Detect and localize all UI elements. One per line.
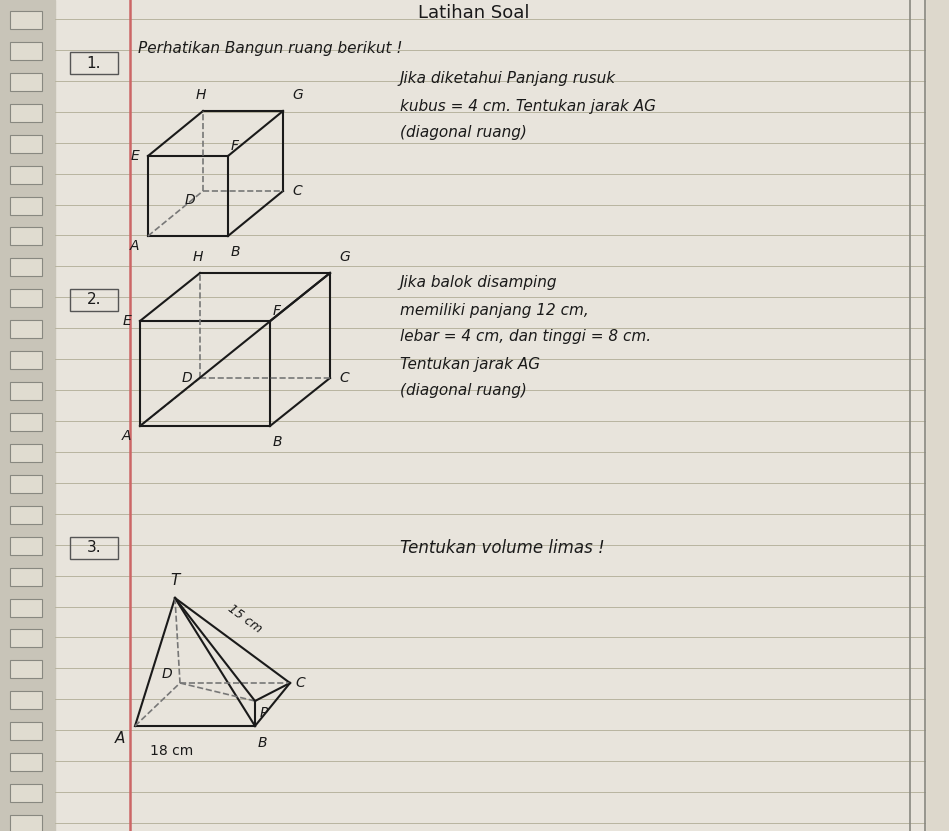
Text: Tentukan jarak AG: Tentukan jarak AG bbox=[400, 356, 540, 371]
Text: T: T bbox=[170, 573, 179, 588]
Text: Latihan Soal: Latihan Soal bbox=[419, 4, 530, 22]
Bar bbox=[10, 320, 42, 338]
Bar bbox=[10, 537, 42, 554]
Bar bbox=[70, 537, 118, 559]
Bar bbox=[10, 228, 42, 245]
Text: (diagonal ruang): (diagonal ruang) bbox=[400, 125, 527, 140]
Bar bbox=[10, 444, 42, 462]
Text: D: D bbox=[184, 193, 195, 207]
Text: C: C bbox=[292, 184, 302, 198]
Bar bbox=[10, 629, 42, 647]
Text: C: C bbox=[339, 371, 348, 385]
Bar bbox=[10, 11, 42, 29]
Text: F: F bbox=[273, 304, 281, 318]
Bar bbox=[70, 52, 118, 74]
Bar bbox=[10, 413, 42, 431]
Text: memiliki panjang 12 cm,: memiliki panjang 12 cm, bbox=[400, 302, 588, 317]
Text: P: P bbox=[260, 706, 269, 720]
Bar bbox=[10, 104, 42, 122]
Bar bbox=[10, 568, 42, 586]
Bar bbox=[10, 352, 42, 369]
Text: A: A bbox=[129, 239, 139, 253]
Text: A: A bbox=[121, 429, 131, 443]
Text: A: A bbox=[115, 731, 125, 746]
Text: (diagonal ruang): (diagonal ruang) bbox=[400, 383, 527, 399]
Text: D: D bbox=[181, 371, 192, 385]
Text: G: G bbox=[292, 88, 303, 102]
Text: 15 cm: 15 cm bbox=[225, 602, 264, 636]
Bar bbox=[10, 784, 42, 802]
Text: D: D bbox=[161, 667, 172, 681]
Text: F: F bbox=[231, 139, 239, 153]
Bar bbox=[10, 289, 42, 307]
Text: 3.: 3. bbox=[86, 540, 102, 555]
Text: C: C bbox=[295, 676, 305, 690]
Bar bbox=[10, 42, 42, 60]
Text: Perhatikan Bangun ruang berikut !: Perhatikan Bangun ruang berikut ! bbox=[138, 42, 402, 57]
Text: E: E bbox=[130, 149, 139, 163]
Text: 2.: 2. bbox=[86, 293, 102, 307]
Bar bbox=[10, 135, 42, 153]
Text: G: G bbox=[339, 250, 350, 264]
Bar bbox=[10, 753, 42, 771]
Text: 1.: 1. bbox=[86, 56, 102, 71]
Bar bbox=[10, 258, 42, 277]
Text: B: B bbox=[273, 435, 283, 449]
Bar bbox=[70, 289, 118, 311]
Bar bbox=[10, 598, 42, 617]
Text: H: H bbox=[195, 88, 206, 102]
Text: B: B bbox=[231, 245, 240, 259]
Bar bbox=[10, 382, 42, 400]
Bar bbox=[10, 197, 42, 214]
Text: Jika diketahui Panjang rusuk: Jika diketahui Panjang rusuk bbox=[400, 71, 616, 86]
Text: Tentukan volume limas !: Tentukan volume limas ! bbox=[400, 539, 605, 557]
Text: H: H bbox=[193, 250, 203, 264]
Bar bbox=[10, 691, 42, 710]
Bar bbox=[10, 73, 42, 91]
Bar bbox=[10, 506, 42, 524]
Text: kubus = 4 cm. Tentukan jarak AG: kubus = 4 cm. Tentukan jarak AG bbox=[400, 100, 656, 115]
Bar bbox=[10, 722, 42, 740]
Bar bbox=[10, 661, 42, 678]
Bar bbox=[0, 0, 55, 831]
Bar bbox=[10, 815, 42, 831]
Text: lebar = 4 cm, dan tinggi = 8 cm.: lebar = 4 cm, dan tinggi = 8 cm. bbox=[400, 330, 651, 345]
Text: B: B bbox=[258, 736, 268, 750]
Text: 18 cm: 18 cm bbox=[150, 744, 194, 758]
Text: E: E bbox=[122, 314, 131, 328]
Bar bbox=[10, 165, 42, 184]
Text: Jika balok disamping: Jika balok disamping bbox=[400, 276, 557, 291]
Bar bbox=[10, 475, 42, 493]
